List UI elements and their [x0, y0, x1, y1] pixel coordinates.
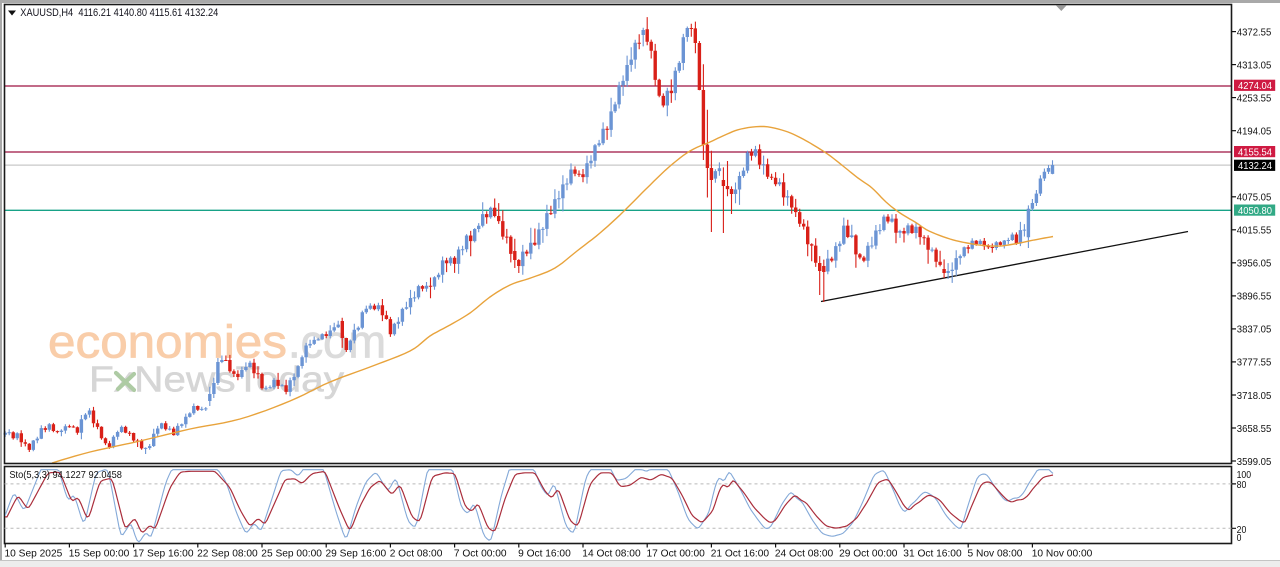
svg-text:29 Sep 16:00: 29 Sep 16:00: [326, 548, 387, 559]
svg-text:100: 100: [1237, 470, 1252, 481]
svg-text:3837.05: 3837.05: [1237, 325, 1272, 336]
svg-text:2 Oct 08:00: 2 Oct 08:00: [390, 548, 443, 559]
svg-text:20: 20: [1237, 525, 1247, 536]
svg-text:4253.55: 4253.55: [1237, 93, 1272, 104]
svg-text:economies: economies: [48, 316, 287, 368]
svg-text:5 Nov 08:00: 5 Nov 08:00: [968, 548, 1023, 559]
svg-text:4372.55: 4372.55: [1237, 27, 1272, 38]
svg-text:10 Sep 2025: 10 Sep 2025: [5, 548, 63, 559]
svg-text:17 Sep 16:00: 17 Sep 16:00: [133, 548, 194, 559]
svg-text:4075.05: 4075.05: [1237, 193, 1272, 204]
svg-text:XAUUSD,H4 4116.21 4140.80 411: XAUUSD,H4 4116.21 4140.80 4115.61 4132.2…: [20, 7, 218, 19]
svg-text:80: 80: [1237, 480, 1247, 491]
svg-text:4132.24: 4132.24: [1238, 161, 1272, 172]
svg-text:3658.55: 3658.55: [1237, 424, 1272, 435]
svg-text:3599.05: 3599.05: [1237, 457, 1272, 468]
svg-text:4015.55: 4015.55: [1237, 226, 1272, 237]
svg-text:4194.05: 4194.05: [1237, 127, 1272, 138]
svg-text:7 Oct 00:00: 7 Oct 00:00: [454, 548, 507, 559]
svg-text:9 Oct 16:00: 9 Oct 16:00: [518, 548, 571, 559]
svg-text:3777.55: 3777.55: [1237, 358, 1272, 369]
svg-text:0: 0: [1237, 533, 1242, 544]
svg-text:.com: .com: [288, 316, 386, 368]
svg-text:15 Sep 00:00: 15 Sep 00:00: [69, 548, 130, 559]
svg-text:24 Oct 08:00: 24 Oct 08:00: [775, 548, 834, 559]
svg-text:22 Sep 08:00: 22 Sep 08:00: [197, 548, 258, 559]
svg-text:4050.80: 4050.80: [1238, 206, 1272, 217]
svg-text:4313.05: 4313.05: [1237, 60, 1272, 71]
svg-text:10 Nov 00:00: 10 Nov 00:00: [1032, 548, 1093, 559]
svg-text:21 Oct 16:00: 21 Oct 16:00: [711, 548, 770, 559]
svg-text:25 Sep 00:00: 25 Sep 00:00: [261, 548, 322, 559]
svg-text:29 Oct 00:00: 29 Oct 00:00: [839, 548, 898, 559]
svg-text:4155.54: 4155.54: [1238, 147, 1272, 158]
svg-text:4274.04: 4274.04: [1238, 81, 1272, 92]
svg-text:17 Oct 00:00: 17 Oct 00:00: [647, 548, 706, 559]
svg-text:14 Oct 08:00: 14 Oct 08:00: [582, 548, 641, 559]
svg-text:3956.05: 3956.05: [1237, 259, 1272, 270]
svg-text:3896.55: 3896.55: [1237, 292, 1272, 303]
svg-text:Sto(5,3,3) 94.1227 92.0458: Sto(5,3,3) 94.1227 92.0458: [9, 469, 122, 481]
svg-text:3718.05: 3718.05: [1237, 391, 1272, 402]
svg-text:31 Oct 16:00: 31 Oct 16:00: [903, 548, 962, 559]
